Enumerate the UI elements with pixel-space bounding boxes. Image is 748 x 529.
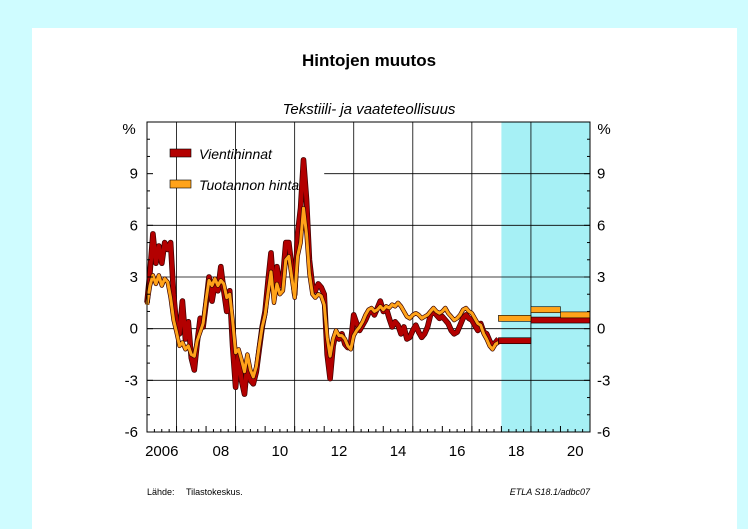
series-lines — [144, 157, 591, 397]
y-tick-label-right: 0 — [597, 321, 605, 338]
forecast-bar-0-0 — [498, 337, 532, 345]
x-tick-label: 08 — [212, 443, 229, 460]
forecast-bar-1-1 — [530, 306, 561, 314]
y-tick-label-right: 3 — [597, 269, 605, 286]
legend-label-tuotannon-hinta: Tuotannon hinta — [199, 177, 299, 193]
y-tick-label-left: -6 — [125, 424, 138, 441]
x-tick-label: 2006 — [145, 443, 178, 460]
legend-label-vientihinnat: Vientihinnat — [199, 146, 273, 162]
source-label: Lähde: — [147, 487, 175, 497]
y-tick-label-left: -3 — [125, 372, 138, 389]
x-tick-label: 14 — [390, 443, 407, 460]
forecast-bar-1-2 — [560, 311, 591, 319]
tick-labels: -6 -6 -3 -3 0 0 3 3 6 6 9 9 2006 08 10 12 14 16 18 20 — [125, 166, 611, 460]
y-tick-label-left: 9 — [130, 166, 138, 183]
x-tick-label: 20 — [567, 443, 584, 460]
x-tick-label: 10 — [272, 443, 289, 460]
legend-swatch-tuotannon-hinta — [169, 179, 192, 189]
y-tick-label-right: 6 — [597, 217, 605, 234]
y-unit-right: % — [597, 121, 610, 138]
x-tick-label: 16 — [449, 443, 466, 460]
legend: Vientihinnat Tuotannon hinta — [169, 146, 299, 193]
y-tick-label-left: 3 — [130, 269, 138, 286]
forecast-bar-1-0 — [498, 315, 532, 322]
source-value: Tilastokeskus. — [186, 487, 243, 497]
y-tick-label-left: 0 — [130, 321, 138, 338]
y-tick-label-right: 9 — [597, 166, 605, 183]
legend-swatch-vientihinnat — [169, 148, 192, 158]
y-tick-label-right: -6 — [597, 424, 610, 441]
x-tick-label: 18 — [508, 443, 525, 460]
chart-code: ETLA S18.1/adbc07 — [510, 487, 591, 497]
y-tick-label-right: -3 — [597, 372, 610, 389]
y-tick-label-left: 6 — [130, 217, 138, 234]
axes — [146, 121, 591, 433]
chart-subtitle: Tekstiili- ja vaateteollisuus — [283, 101, 456, 118]
x-tick-label: 12 — [331, 443, 348, 460]
series-line-tuotannon-hinta — [145, 206, 500, 379]
chart-title: Hintojen muutos — [302, 51, 436, 70]
y-unit-left: % — [122, 121, 135, 138]
